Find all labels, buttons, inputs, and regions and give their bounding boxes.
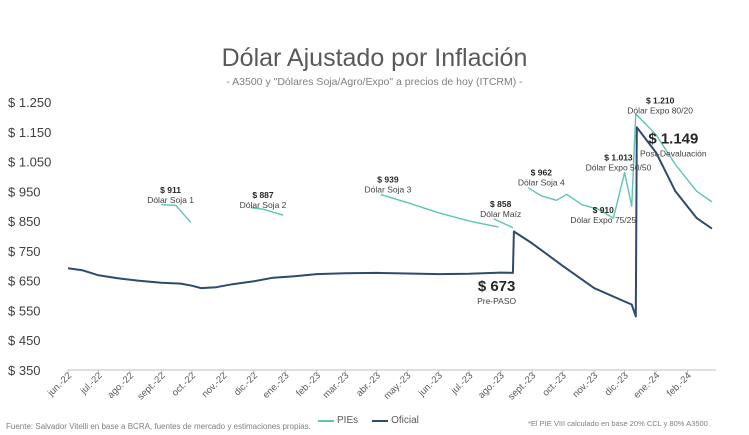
x-tick-label: mar.-23 xyxy=(321,370,352,401)
y-tick-label: $ 950 xyxy=(8,184,41,199)
legend-swatch-oficial xyxy=(372,419,389,422)
annotation-value: $ 1.013 xyxy=(604,153,633,163)
series-line-oficial xyxy=(67,126,713,318)
x-tick-label: nov.-23 xyxy=(571,370,601,400)
x-tick-label: sept.-23 xyxy=(506,370,538,402)
x-tick-label: ago.-22 xyxy=(106,370,137,401)
source-note: Fuente: Salvador Vitelli en base a BCRA,… xyxy=(6,422,311,431)
legend-label-pies: PIEs xyxy=(337,415,359,426)
annotation-label: Dólar Soja 1 xyxy=(147,195,194,205)
y-tick-label: $ 550 xyxy=(8,303,41,318)
x-tick-label: jul.-23 xyxy=(449,370,476,397)
annotation-value: $ 1.149 xyxy=(648,131,698,148)
legend-swatch-pies xyxy=(318,419,334,422)
series-line-pies-0 xyxy=(161,204,192,224)
y-tick-label: $ 1.250 xyxy=(8,95,51,110)
x-tick-label: jul.-22 xyxy=(78,370,105,397)
y-tick-label: $ 1.150 xyxy=(8,125,51,140)
chart-title: Dólar Ajustado por Inflación xyxy=(221,44,528,72)
annotation-value: $ 939 xyxy=(377,174,399,184)
x-tick-label: feb.-24 xyxy=(665,370,694,399)
chart-legend: PIEs Oficial xyxy=(318,415,419,426)
annotation-value: $ 962 xyxy=(531,168,553,178)
x-tick-label: dic.-23 xyxy=(603,370,631,398)
legend-item-oficial: Oficial xyxy=(372,415,419,426)
y-tick-label: $ 350 xyxy=(8,363,41,378)
x-tick-label: ene.-24 xyxy=(632,370,663,401)
x-tick-label: abr.-23 xyxy=(354,370,383,399)
x-tick-label: jun.-23 xyxy=(416,370,445,399)
annotation-label: Dólar Soja 3 xyxy=(365,184,412,194)
annotation-value: $ 1.210 xyxy=(646,95,675,105)
x-tick-label: nov.-22 xyxy=(200,370,230,400)
y-tick-label: $ 650 xyxy=(8,274,41,289)
x-tick-label: oct.-22 xyxy=(170,370,198,398)
x-tick-label: may.-23 xyxy=(382,370,414,402)
chart-subtitle: - A3500 y "Dólares Soja/Agro/Expo" a pre… xyxy=(226,76,523,88)
annotation-value: $ 858 xyxy=(490,199,512,209)
series-line-pies-1 xyxy=(250,207,284,216)
annotation-value: $ 911 xyxy=(160,185,181,195)
annotation-label: Dólar Expo 75/25 xyxy=(570,215,636,225)
annotation-label: Dólar Maíz xyxy=(480,209,521,219)
annotation-value: $ 887 xyxy=(252,190,274,200)
x-tick-label: jun.-22 xyxy=(45,370,74,399)
legend-item-pies: PIEs xyxy=(318,415,358,426)
x-tick-label: sept.-22 xyxy=(136,370,168,402)
x-tick-label: ago.-23 xyxy=(476,370,507,401)
annotation-value: $ 673 xyxy=(478,278,516,295)
legend-label-oficial: Oficial xyxy=(391,415,419,426)
y-tick-label: $ 750 xyxy=(8,244,41,259)
x-tick-label: dic.-22 xyxy=(232,370,260,398)
x-tick-label: oct.-23 xyxy=(540,370,568,398)
annotation-label: Dólar Expo 50/50 xyxy=(586,163,652,173)
annotation-label: Dólar Soja 2 xyxy=(240,200,287,210)
y-tick-label: $ 1.050 xyxy=(8,155,51,170)
series-line-pies-3 xyxy=(493,218,514,229)
series-line-pies-4 xyxy=(527,113,713,219)
annotation-value: $ 910 xyxy=(593,205,615,215)
y-tick-label: $ 850 xyxy=(8,214,41,229)
footnote: *El PIE VIII calculado en base 20% CCL y… xyxy=(528,419,708,428)
series-line-pies-2 xyxy=(380,193,499,228)
x-tick-label: ene.-23 xyxy=(261,370,292,401)
annotation-label: Post-Devaluación xyxy=(640,149,707,159)
x-tick-label: feb.-23 xyxy=(294,370,323,399)
annotation-label: Pre-PASO xyxy=(477,296,516,306)
annotation-label: Dólar Expo 80/20 xyxy=(627,105,693,115)
annotation-label: Dólar Soja 4 xyxy=(518,178,565,188)
y-tick-label: $ 450 xyxy=(8,333,41,348)
